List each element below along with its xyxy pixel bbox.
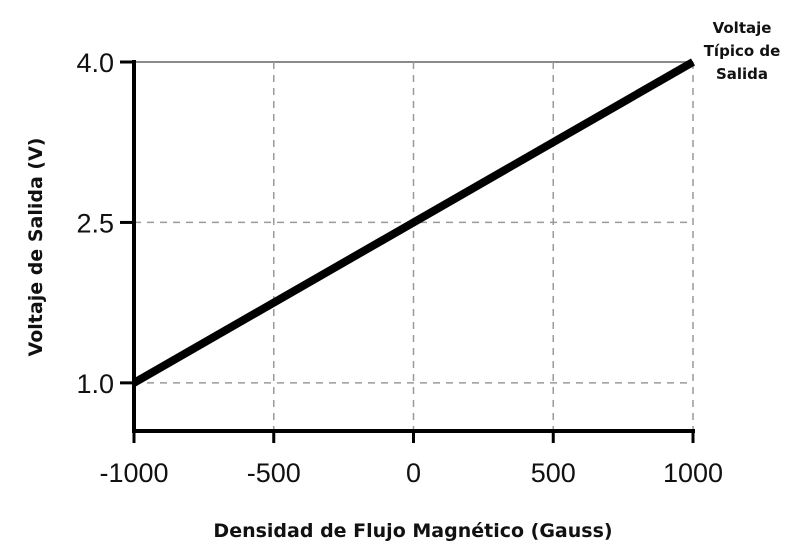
x-tick-label: -500 xyxy=(247,458,301,488)
annotation-line-2: Típico de xyxy=(704,42,781,60)
axes xyxy=(120,60,695,443)
y-tick-label: 2.5 xyxy=(76,208,114,238)
series-layer xyxy=(132,58,695,387)
x-tick-label: -1000 xyxy=(99,458,168,488)
x-axis-title: Densidad de Flujo Magnético (Gauss) xyxy=(213,520,612,542)
x-tick-label: 500 xyxy=(531,458,576,488)
series-line xyxy=(132,58,695,387)
tick-labels: 1.0 2.5 4.0 -1000 -500 0 500 1000 xyxy=(76,48,723,488)
annotation-line-3: Salida xyxy=(716,65,768,83)
grid-lines xyxy=(134,61,694,431)
annotation-line-1: Voltaje xyxy=(713,19,772,37)
y-tick-label: 1.0 xyxy=(76,369,114,399)
x-tick-label: 0 xyxy=(406,458,421,488)
x-tick-label: 1000 xyxy=(663,458,723,488)
y-axis-title: Voltaje de Salida (V) xyxy=(25,138,47,357)
y-tick-label: 4.0 xyxy=(76,48,114,78)
